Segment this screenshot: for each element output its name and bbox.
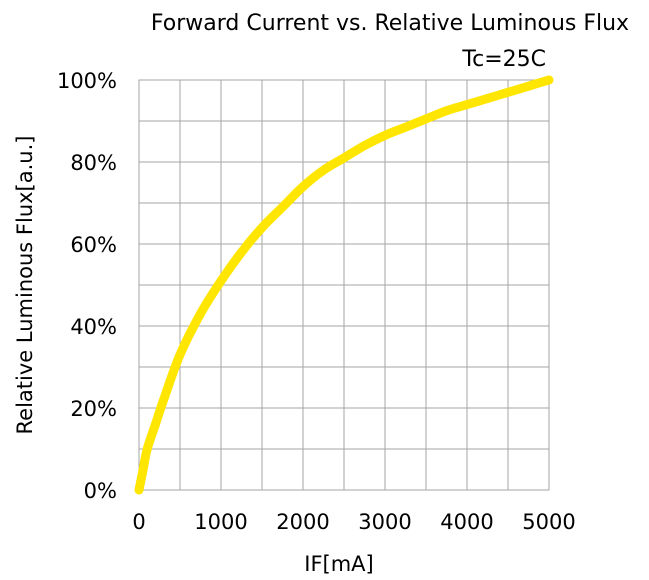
x-axis-label: IF[mA] [304, 552, 373, 576]
y-tick-labels: 0% 20% 40% 60% 80% 100% [57, 69, 117, 503]
y-axis-label: Relative Luminous Flux[a.u.] [13, 136, 37, 435]
plot-frame [138, 79, 550, 491]
x-tick-labels: 0 1000 2000 3000 4000 5000 [132, 510, 575, 534]
x-tick-label: 0 [132, 510, 145, 534]
chart-title: Forward Current vs. Relative Luminous Fl… [151, 11, 629, 36]
chart-condition-label: Tc=25C [461, 47, 546, 72]
y-tick-label: 20% [70, 397, 117, 421]
grid [139, 80, 549, 490]
x-tick-label: 1000 [194, 510, 247, 534]
x-tick-label: 5000 [522, 510, 575, 534]
y-tick-label: 0% [84, 479, 117, 503]
y-tick-label: 100% [57, 69, 117, 93]
x-tick-label: 2000 [276, 510, 329, 534]
y-tick-label: 40% [70, 315, 117, 339]
y-tick-label: 80% [70, 151, 117, 175]
x-tick-label: 3000 [358, 510, 411, 534]
series-group [134, 75, 554, 495]
y-tick-label: 60% [70, 233, 117, 257]
series-line [134, 75, 554, 495]
x-tick-label: 4000 [440, 510, 493, 534]
